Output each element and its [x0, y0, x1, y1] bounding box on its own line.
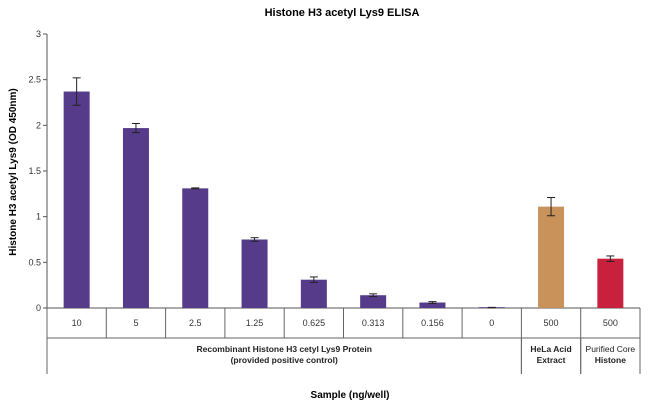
- bar: [122, 128, 149, 308]
- bar: [300, 279, 327, 308]
- x-tick-label: 5: [133, 318, 138, 328]
- y-tick-label: 1: [36, 212, 41, 222]
- y-tick-label: 2.5: [28, 75, 41, 85]
- x-tick-label: 2.5: [189, 318, 202, 328]
- bar: [360, 295, 387, 308]
- y-tick-label: 0: [36, 303, 41, 313]
- x-tick-label: 500: [544, 318, 559, 328]
- chart-title: Histone H3 acetyl Lys9 ELISA: [265, 7, 420, 19]
- y-axis-label: Histone H3 acetyl Lys9 (OD 450nm): [8, 88, 19, 255]
- x-tick-label: 0: [489, 318, 494, 328]
- group-label: Purified Core: [586, 344, 636, 354]
- bar: [419, 302, 446, 308]
- bar: [241, 239, 268, 308]
- group-label: Extract: [537, 355, 566, 365]
- bar: [597, 258, 624, 308]
- bar: [182, 188, 209, 308]
- group-label: HeLa Acid: [530, 344, 571, 354]
- group-label: Histone: [595, 355, 626, 365]
- y-tick-label: 3: [36, 29, 41, 39]
- x-tick-label: 10: [72, 318, 82, 328]
- y-tick-label: 2: [36, 120, 41, 130]
- x-tick-label: 0.156: [421, 318, 444, 328]
- y-tick-label: 1.5: [28, 166, 41, 176]
- group-label: Recombinant Histone H3 cetyl Lys9 Protei…: [196, 344, 371, 354]
- plot-area: 0 0.5 1 1.5 2 2.5 3 10 5 2.5 1.25 0.625 0.313 0.156 0 5…: [28, 29, 641, 374]
- y-tick-label: 0.5: [28, 257, 41, 267]
- bar: [538, 206, 565, 308]
- x-axis-label: Sample (ng/well): [311, 390, 390, 401]
- group-label: (provided positive control): [231, 355, 338, 365]
- x-tick-label: 500: [603, 318, 618, 328]
- bar: [63, 91, 90, 308]
- x-tick-label: 0.313: [362, 318, 385, 328]
- x-tick-label: 0.625: [303, 318, 326, 328]
- x-tick-label: 1.25: [246, 318, 264, 328]
